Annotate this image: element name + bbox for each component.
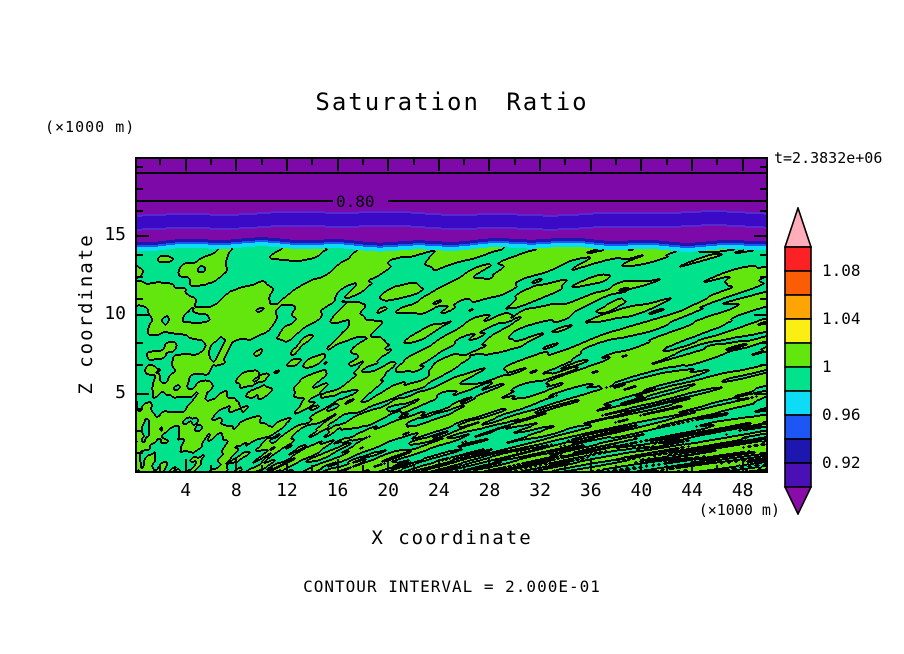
x-axis-unit: (×1000 m) (698, 501, 780, 519)
chart-title: Saturation Ratio (315, 88, 589, 116)
colorbar-segment (784, 438, 812, 464)
time-annotation: t=2.3832e+06 (774, 149, 883, 167)
colorbar-segment (784, 414, 812, 440)
x-tick-label: 36 (579, 480, 602, 501)
contour-plot-canvas (135, 157, 768, 473)
x-tick-label: 12 (276, 480, 298, 501)
colorbar-segment (784, 294, 812, 320)
colorbar-segment (784, 270, 812, 296)
colorbar-tick-label: 1 (822, 357, 832, 376)
colorbar-segment (784, 318, 812, 344)
colorbar-tick-label: 0.92 (822, 453, 861, 472)
colorbar-tick-label: 1.04 (822, 309, 861, 328)
y-axis-unit: (×1000 m) (45, 118, 136, 136)
x-tick-label: 8 (230, 480, 242, 501)
colorbar-arrow-up (783, 205, 813, 248)
x-tick-label: 24 (427, 480, 450, 501)
y-tick-label: 15 (104, 224, 126, 245)
colorbar (783, 205, 817, 519)
x-tick-label: 40 (630, 480, 653, 501)
y-tick-label: 5 (115, 382, 126, 403)
x-tick-label: 20 (377, 480, 400, 501)
x-tick-label: 32 (529, 480, 551, 501)
x-tick-label: 4 (180, 480, 192, 501)
x-tick-label: 48 (731, 480, 754, 501)
colorbar-segment (784, 342, 812, 368)
contour-line-label: 0.80 (336, 192, 375, 211)
contour-interval-note: CONTOUR INTERVAL = 2.000E-01 (303, 577, 601, 596)
y-tick-label: 10 (104, 303, 126, 324)
colorbar-arrow-down (783, 486, 813, 516)
colorbar-segment (784, 390, 812, 416)
x-tick-label: 16 (326, 480, 349, 501)
colorbar-tick-label: 1.08 (822, 261, 861, 280)
colorbar-tick-label: 0.96 (822, 405, 861, 424)
x-axis-label: X coordinate (371, 527, 533, 549)
x-tick-label: 44 (681, 480, 703, 501)
x-tick-label: 28 (478, 480, 501, 501)
colorbar-segment (784, 366, 812, 392)
colorbar-segment (784, 246, 812, 272)
colorbar-segment (784, 462, 812, 488)
colorbar-svg (783, 205, 813, 516)
